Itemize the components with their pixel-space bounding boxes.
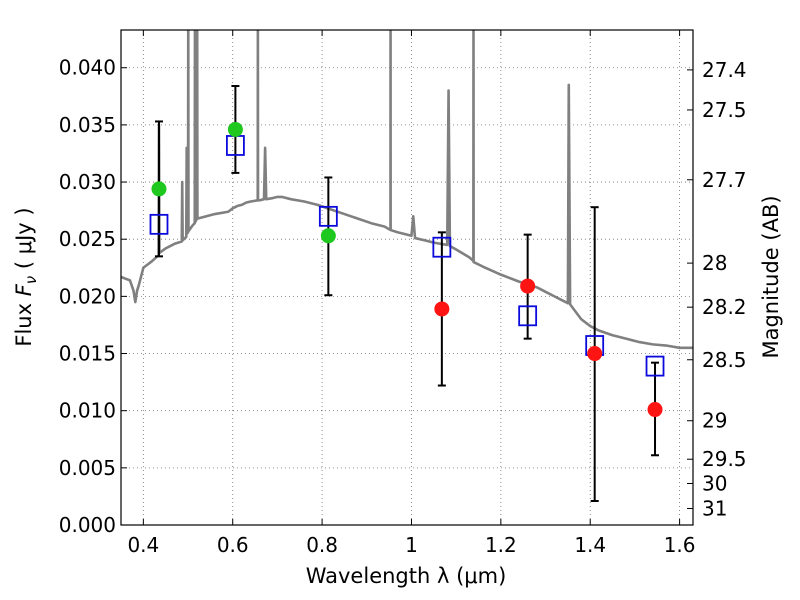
y-tick-label: 0.040: [59, 56, 116, 80]
y-tick-label: 0.030: [59, 170, 116, 194]
y-tick-label: 0.000: [59, 513, 116, 537]
y2-tick-label: 27.7: [702, 168, 747, 192]
x-tick-label: 1: [405, 533, 418, 557]
y2-tick-label: 27.5: [702, 98, 747, 122]
x-tick-label: 0.8: [306, 533, 338, 557]
model-photometry-box: [318, 205, 338, 227]
x-tick-label: 1.6: [664, 533, 696, 557]
y-tick-label: 0.015: [59, 342, 116, 366]
y-axis-left: 0.000 0.005 0.010 0.015 0.020 0.025 0.030 0.035…: [59, 56, 127, 537]
observed-flux-point: [587, 346, 603, 362]
y-axis-label: Flux Fν ( μJy ): [12, 207, 40, 346]
model-photometry-box: [149, 213, 169, 235]
observed-flux-point: [151, 181, 167, 197]
y2-tick-label: 29.5: [702, 447, 747, 471]
grid: [121, 30, 693, 526]
y2-tick-label: 28: [702, 251, 727, 275]
y2-tick-label: 30: [702, 471, 727, 495]
y2-tick-label: 28.5: [702, 348, 747, 372]
y2-tick-label: 29: [702, 409, 727, 433]
y2-axis-label: Magnitude (AB): [759, 195, 783, 358]
plot-area: [121, 30, 693, 502]
y2-tick-label: 27.4: [702, 58, 747, 82]
x-axis: 0.4 0.6 0.8 1 1.2 1.4 1.6: [127, 30, 696, 557]
model-photometry-box: [432, 236, 452, 258]
y-tick-label: 0.005: [59, 456, 116, 480]
y-tick-label: 0.010: [59, 399, 116, 423]
observed-flux-point: [320, 228, 336, 244]
x-tick-label: 0.4: [127, 533, 159, 557]
y2-tick-label: 31: [702, 496, 727, 520]
x-axis-label: Wavelength λ (μm): [306, 564, 507, 588]
observed-flux-point: [647, 402, 663, 418]
model-photometry-box: [518, 305, 538, 327]
x-tick-label: 0.6: [217, 533, 249, 557]
y2-tick-label: 28.2: [702, 295, 747, 319]
observed-flux-point: [434, 301, 450, 317]
plot-frame: [120, 29, 694, 526]
y-tick-label: 0.035: [59, 113, 116, 137]
model-spectrum-line: [121, 30, 693, 350]
x-tick-label: 1.4: [574, 533, 606, 557]
observed-flux-point: [227, 121, 243, 137]
observed-flux-point: [520, 278, 536, 294]
axes-frame: [120, 29, 694, 526]
x-tick-label: 1.2: [485, 533, 517, 557]
y-tick-label: 0.020: [59, 284, 116, 308]
model-photometry-box: [645, 355, 665, 377]
y-tick-label: 0.025: [59, 227, 116, 251]
